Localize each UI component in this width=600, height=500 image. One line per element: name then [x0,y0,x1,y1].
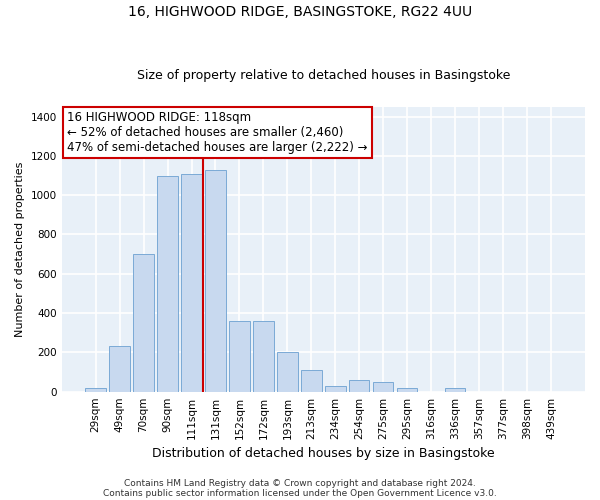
Bar [205,170,226,392]
Bar [85,388,106,392]
Bar [109,346,130,392]
Bar [253,321,274,392]
Title: Size of property relative to detached houses in Basingstoke: Size of property relative to detached ho… [137,69,510,82]
X-axis label: Distribution of detached houses by size in Basingstoke: Distribution of detached houses by size … [152,447,494,460]
Bar [325,386,346,392]
Bar [445,388,466,392]
Text: Contains public sector information licensed under the Open Government Licence v3: Contains public sector information licen… [103,488,497,498]
Bar [301,370,322,392]
Bar [229,321,250,392]
Bar [373,382,394,392]
Bar [349,380,370,392]
Bar [277,352,298,392]
Bar [181,174,202,392]
Text: 16, HIGHWOOD RIDGE, BASINGSTOKE, RG22 4UU: 16, HIGHWOOD RIDGE, BASINGSTOKE, RG22 4U… [128,5,472,19]
Bar [157,176,178,392]
Y-axis label: Number of detached properties: Number of detached properties [15,162,25,337]
Text: Contains HM Land Registry data © Crown copyright and database right 2024.: Contains HM Land Registry data © Crown c… [124,478,476,488]
Bar [397,388,418,392]
Text: 16 HIGHWOOD RIDGE: 118sqm
← 52% of detached houses are smaller (2,460)
47% of se: 16 HIGHWOOD RIDGE: 118sqm ← 52% of detac… [67,111,367,154]
Bar [133,254,154,392]
